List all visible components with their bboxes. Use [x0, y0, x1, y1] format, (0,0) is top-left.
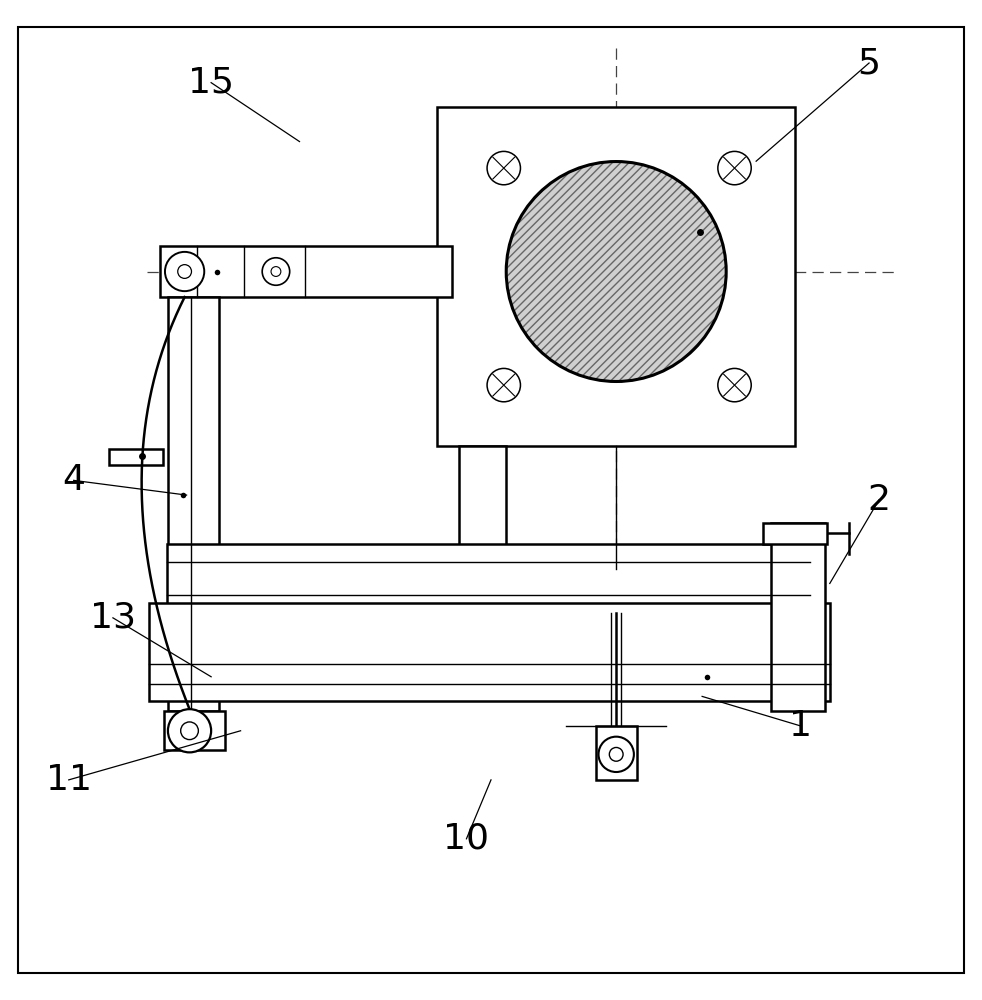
Bar	[160, 246, 452, 297]
Circle shape	[271, 267, 281, 276]
Bar	[149, 603, 830, 701]
Text: 10: 10	[444, 822, 489, 856]
Circle shape	[168, 709, 211, 752]
Bar	[763, 523, 827, 544]
Circle shape	[487, 151, 520, 185]
Bar	[459, 446, 506, 569]
Text: 2: 2	[867, 483, 891, 517]
Circle shape	[181, 722, 198, 740]
Circle shape	[506, 162, 726, 381]
Bar	[168, 297, 219, 711]
Bar	[164, 711, 225, 750]
Bar	[109, 449, 163, 465]
Circle shape	[487, 368, 520, 402]
Text: 5: 5	[857, 46, 881, 80]
Circle shape	[718, 151, 751, 185]
Circle shape	[178, 265, 191, 278]
Bar	[437, 107, 795, 446]
Bar	[771, 523, 825, 711]
Text: 15: 15	[189, 66, 234, 100]
Text: 11: 11	[46, 763, 91, 797]
Circle shape	[165, 252, 204, 291]
Circle shape	[262, 258, 290, 285]
Text: 4: 4	[62, 463, 85, 497]
Circle shape	[718, 368, 751, 402]
Text: 13: 13	[90, 601, 136, 635]
Circle shape	[598, 737, 634, 772]
Circle shape	[609, 747, 623, 761]
Text: 1: 1	[789, 709, 812, 743]
Bar	[167, 544, 810, 613]
Bar	[595, 726, 636, 780]
